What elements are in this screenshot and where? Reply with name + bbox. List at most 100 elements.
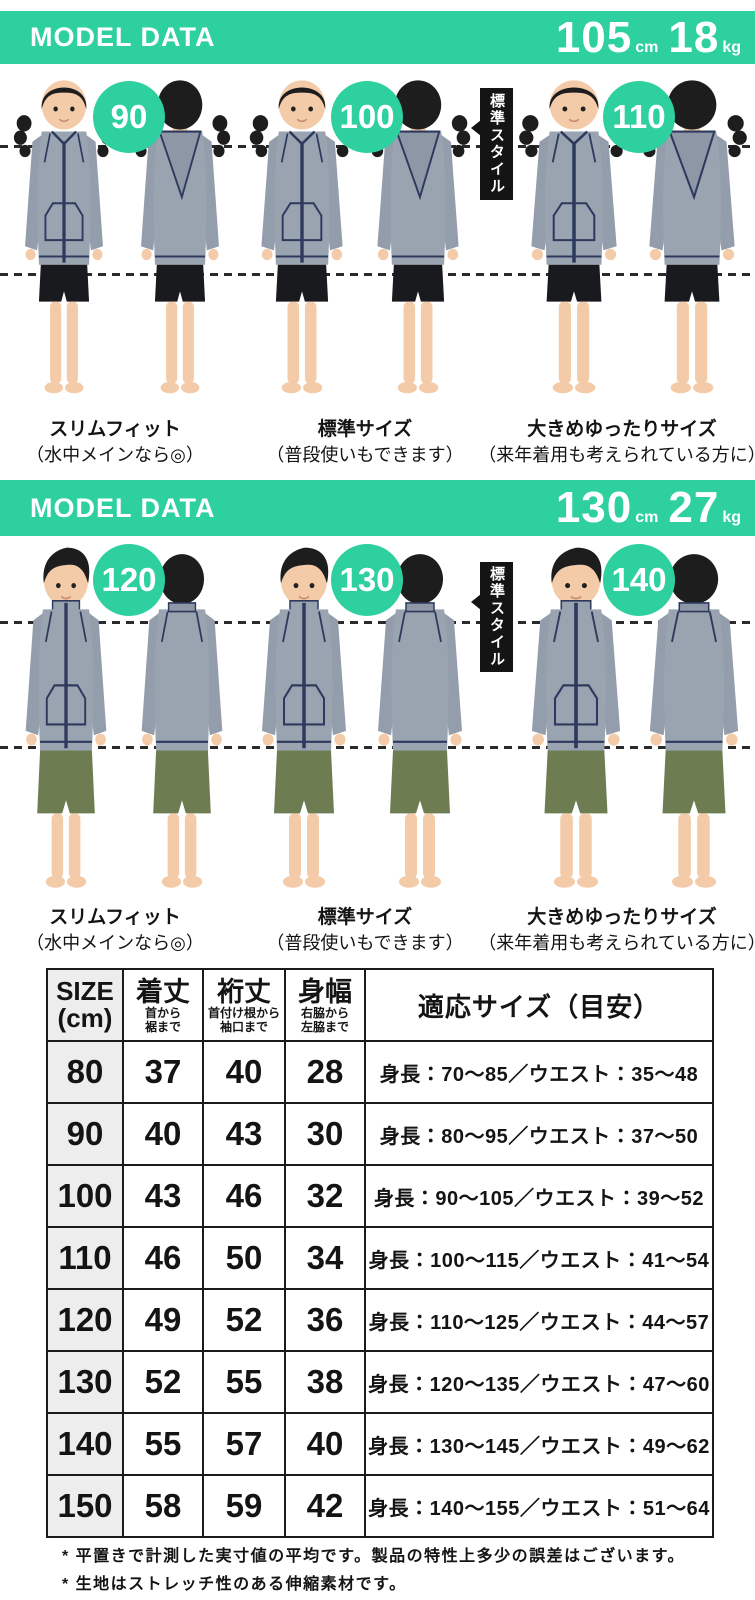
fit-cell: 身長：100〜115／ウエスト：41〜54 — [364, 1226, 714, 1290]
left-arrow-icon — [471, 120, 481, 136]
fit-caption-note: （水中メインなら◎） — [26, 445, 204, 465]
hem-guide-line — [0, 273, 755, 276]
model-height-value: 130 — [555, 483, 633, 532]
size-badge: 110 — [603, 81, 675, 153]
sleeve-cell: 52 — [202, 1288, 286, 1352]
length-cell: 58 — [122, 1474, 204, 1538]
fit-cell: 身長：90〜105／ウエスト：39〜52 — [364, 1164, 714, 1228]
width-cell: 32 — [284, 1164, 366, 1228]
fit-cell: 身長：80〜95／ウエスト：37〜50 — [364, 1102, 714, 1166]
fit-caption-title: 標準サイズ — [317, 419, 413, 440]
fit-cell: 身長：130〜145／ウエスト：49〜62 — [364, 1412, 714, 1476]
size-cell: 100 — [46, 1164, 124, 1228]
fit-caption-title: 大きめゆったりサイズ — [527, 419, 717, 440]
size-cell: 120 — [46, 1288, 124, 1352]
footnotes: * 平置きで計測した実寸値の平均です。製品の特性上多少の誤差はございます。 * … — [62, 1543, 685, 1599]
size-group-90: 90 — [2, 64, 236, 415]
sleeve-cell: 57 — [202, 1412, 286, 1476]
size-badge: 120 — [93, 544, 165, 616]
sleeve-cell: 40 — [202, 1040, 286, 1104]
length-cell: 46 — [122, 1226, 204, 1290]
model-data-title: MODEL DATA — [30, 22, 216, 52]
fit-caption-title: 大きめゆったりサイズ — [527, 907, 717, 928]
size-cell: 130 — [46, 1350, 124, 1414]
size-cell: 80 — [46, 1040, 124, 1104]
length-cell: 55 — [122, 1412, 204, 1476]
sleeve-cell: 50 — [202, 1226, 286, 1290]
size-badge: 100 — [331, 81, 403, 153]
table-row: 140 55 57 40 身長：130〜145／ウエスト：49〜62 — [46, 1412, 714, 1476]
fit-caption-note: （来年着用も考えられている方に） — [478, 445, 755, 465]
standard-style-label: 標準スタイル — [488, 93, 505, 195]
fit-caption-slim: スリムフィット （水中メインなら◎） — [26, 905, 204, 956]
model-data-bar-2: MODEL DATA 130 cm 27 kg — [0, 480, 755, 536]
fit-caption-title: スリムフィット — [49, 419, 181, 440]
size-cell: 150 — [46, 1474, 124, 1538]
model-photos-girl: 90 100 110 標準スタイル — [0, 64, 755, 415]
size-badge: 90 — [93, 81, 165, 153]
standard-style-tag: 標準スタイル — [471, 88, 513, 200]
table-row: 150 58 59 42 身長：140〜155／ウエスト：51〜64 — [46, 1474, 714, 1538]
length-cell: 49 — [122, 1288, 204, 1352]
footnote-measurement: * 平置きで計測した実寸値の平均です。製品の特性上多少の誤差はございます。 — [62, 1548, 685, 1565]
size-cell: 110 — [46, 1226, 124, 1290]
fit-caption-standard: 標準サイズ （普段使いもできます） — [266, 905, 463, 956]
width-cell: 30 — [284, 1102, 366, 1166]
width-cell: 36 — [284, 1288, 366, 1352]
table-row: 100 43 46 32 身長：90〜105／ウエスト：39〜52 — [46, 1164, 714, 1228]
width-cell: 34 — [284, 1226, 366, 1290]
size-cell: 140 — [46, 1412, 124, 1476]
fit-cell: 身長：110〜125／ウエスト：44〜57 — [364, 1288, 714, 1352]
length-cell: 43 — [122, 1164, 204, 1228]
standard-style-label: 標準スタイル — [488, 566, 505, 668]
size-spec-table: SIZE (cm) 着丈 首から 裾まで 裄丈 首付け根から 袖口まで 身幅 右… — [46, 968, 714, 1538]
size-group-120: 120 — [2, 536, 236, 902]
hem-guide-line — [0, 746, 755, 749]
size-cell: 90 — [46, 1102, 124, 1166]
standard-style-tag: 標準スタイル — [471, 562, 513, 672]
size-badge: 130 — [331, 544, 403, 616]
sleeve-cell: 43 — [202, 1102, 286, 1166]
width-cell: 42 — [284, 1474, 366, 1538]
shoulder-guide-line — [0, 621, 755, 624]
model-weight-value: 27 — [668, 483, 720, 532]
fit-cell: 身長：70〜85／ウエスト：35〜48 — [364, 1040, 714, 1104]
size-group-110: 110 — [506, 64, 752, 415]
model-height-unit: cm — [635, 509, 659, 526]
width-cell: 40 — [284, 1412, 366, 1476]
size-badge: 140 — [603, 544, 675, 616]
sleeve-cell: 55 — [202, 1350, 286, 1414]
width-cell: 38 — [284, 1350, 366, 1414]
fit-caption-note: （来年着用も考えられている方に） — [478, 933, 755, 953]
sleeve-cell: 46 — [202, 1164, 286, 1228]
fit-caption-title: スリムフィット — [49, 907, 181, 928]
table-row: 80 37 40 28 身長：70〜85／ウエスト：35〜48 — [46, 1040, 714, 1104]
width-column-header: 身幅 右脇から 左脇まで — [284, 968, 366, 1042]
fit-cell: 身長：140〜155／ウエスト：51〜64 — [364, 1474, 714, 1538]
model-stats: 130 cm 27 kg — [556, 486, 741, 530]
footnote-fabric: * 生地はストレッチ性のある伸縮素材です。 — [62, 1576, 407, 1593]
model-height-value: 105 — [555, 12, 633, 62]
length-cell: 40 — [122, 1102, 204, 1166]
fit-caption-loose: 大きめゆったりサイズ （来年着用も考えられている方に） — [478, 905, 755, 956]
table-row: 120 49 52 36 身長：110〜125／ウエスト：44〜57 — [46, 1288, 714, 1352]
length-column-header: 着丈 首から 裾まで — [122, 968, 204, 1042]
fit-column-header: 適応サイズ（目安） — [364, 968, 714, 1042]
size-group-100: 100 — [240, 64, 474, 415]
model-stats: 105 cm 18 kg — [555, 12, 741, 62]
model-weight-unit: kg — [722, 509, 741, 526]
fit-captions-boy: スリムフィット （水中メインなら◎） 標準サイズ （普段使いもできます） 大きめ… — [0, 905, 755, 967]
table-header-row: SIZE (cm) 着丈 首から 裾まで 裄丈 首付け根から 袖口まで 身幅 右… — [46, 968, 714, 1042]
model-data-bar-1: MODEL DATA 105 cm 18 kg — [0, 11, 755, 64]
model-weight-unit: kg — [722, 38, 741, 56]
fit-captions-girl: スリムフィット （水中メインなら◎） 標準サイズ （普段使いもできます） 大きめ… — [0, 417, 755, 479]
size-group-140: 140 — [506, 536, 752, 902]
length-cell: 52 — [122, 1350, 204, 1414]
model-height-unit: cm — [635, 38, 659, 56]
model-data-title: MODEL DATA — [30, 492, 216, 523]
model-weight-value: 18 — [668, 12, 720, 62]
fit-caption-note: （水中メインなら◎） — [26, 933, 204, 953]
fit-caption-loose: 大きめゆったりサイズ （来年着用も考えられている方に） — [478, 417, 755, 468]
fit-caption-title: 標準サイズ — [317, 907, 413, 928]
